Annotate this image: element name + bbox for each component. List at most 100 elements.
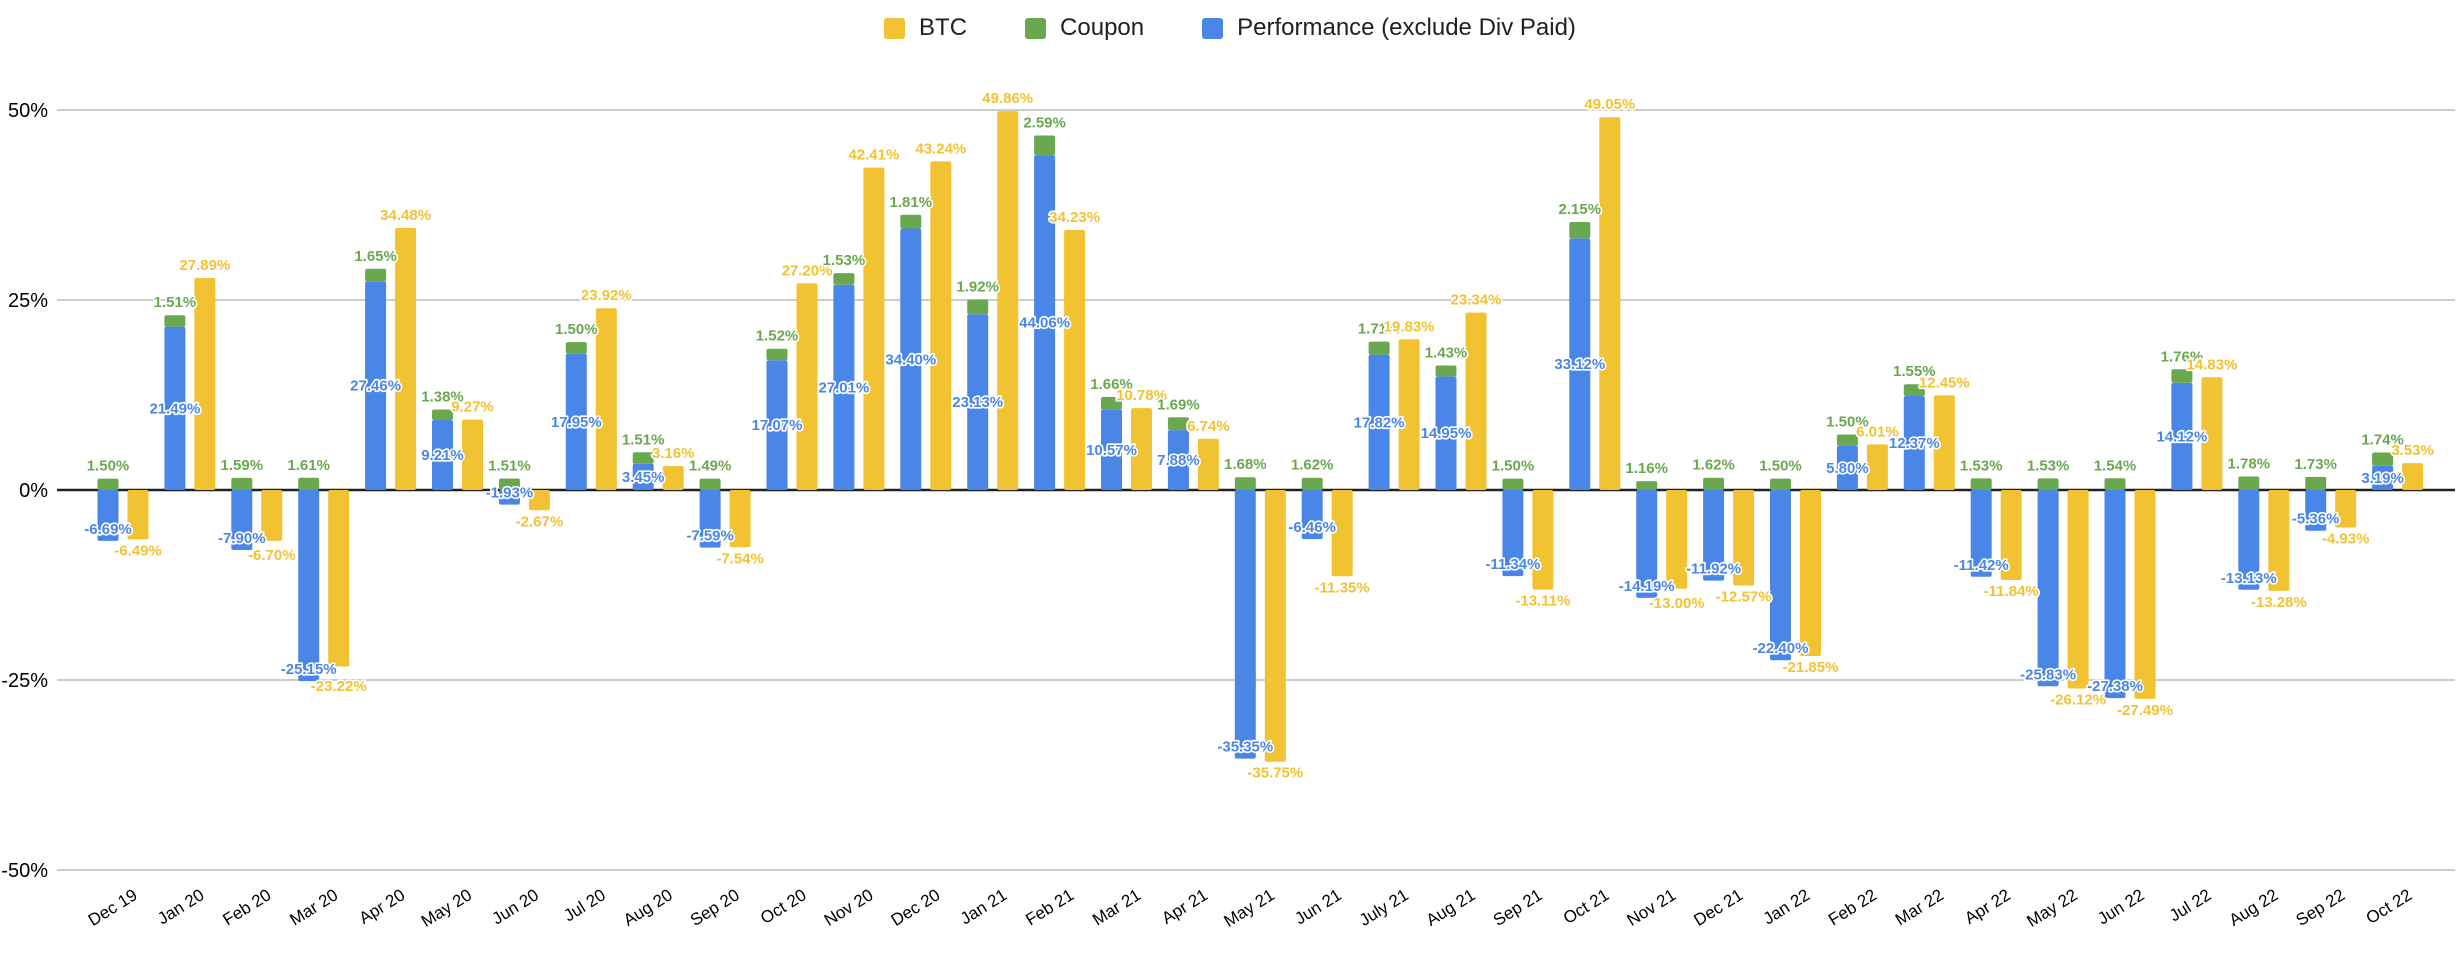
bar-coupon-aug-21[interactable] [1435, 365, 1457, 377]
bar-btc-oct-21[interactable] [1599, 117, 1621, 490]
bar-coupon-apr-21[interactable] [1167, 417, 1189, 431]
bar-btc-jul-20[interactable] [595, 308, 617, 490]
bar-btc-dec-19[interactable] [127, 490, 149, 540]
bar-performance-aug-21[interactable] [1435, 376, 1457, 490]
bar-performance-dec-20[interactable] [900, 228, 922, 490]
bar-btc-oct-22[interactable] [2402, 463, 2424, 490]
bar-coupon-oct-22[interactable] [2372, 452, 2394, 466]
legend-item-coupon[interactable]: Coupon [1025, 16, 1144, 40]
bar-coupon-dec-21[interactable] [1703, 477, 1725, 490]
bar-performance-jan-22[interactable] [1770, 490, 1791, 661]
bar-coupon-jan-22[interactable] [1770, 478, 1791, 490]
bar-btc-oct-20[interactable] [796, 283, 818, 490]
bar-performance-july-21[interactable] [1368, 354, 1390, 490]
bar-btc-sep-22[interactable] [2335, 490, 2357, 528]
bar-btc-may-20[interactable] [462, 419, 483, 490]
bar-coupon-apr-22[interactable] [1970, 478, 1992, 490]
bar-coupon-dec-19[interactable] [97, 478, 119, 490]
bar-coupon-aug-22[interactable] [2238, 476, 2260, 490]
bar-coupon-sep-20[interactable] [699, 478, 721, 490]
bar-performance-jul-20[interactable] [565, 353, 587, 490]
bar-btc-mar-22[interactable] [1933, 395, 1955, 490]
bar-performance-jun-20[interactable] [498, 490, 520, 505]
bar-btc-may-22[interactable] [2067, 490, 2089, 689]
bar-btc-mar-20[interactable] [328, 490, 350, 667]
bar-coupon-jul-20[interactable] [565, 342, 587, 354]
bar-performance-feb-22[interactable] [1836, 445, 1858, 490]
bar-coupon-jun-22[interactable] [2104, 478, 2126, 490]
bar-coupon-mar-20[interactable] [298, 477, 320, 490]
bar-performance-may-20[interactable] [432, 420, 453, 490]
bar-coupon-may-22[interactable] [2037, 478, 2059, 490]
bar-btc-mar-21[interactable] [1131, 408, 1152, 490]
bar-performance-nov-21[interactable] [1636, 490, 1658, 598]
bar-btc-dec-21[interactable] [1733, 490, 1755, 586]
bar-btc-feb-20[interactable] [261, 490, 283, 541]
bar-btc-sep-20[interactable] [729, 490, 751, 548]
bar-btc-apr-21[interactable] [1197, 438, 1219, 490]
legend-item-performance[interactable]: Performance (exclude Div Paid) [1202, 16, 1576, 40]
bar-performance-mar-20[interactable] [298, 490, 320, 682]
bar-btc-feb-22[interactable] [1866, 444, 1888, 490]
bar-btc-nov-20[interactable] [863, 167, 885, 490]
bar-btc-aug-22[interactable] [2268, 490, 2290, 591]
bar-performance-oct-21[interactable] [1569, 238, 1591, 490]
bar-btc-july-21[interactable] [1398, 339, 1420, 490]
bar-performance-sep-20[interactable] [699, 490, 721, 548]
bar-performance-sep-21[interactable] [1502, 490, 1524, 577]
bar-coupon-sep-21[interactable] [1502, 478, 1524, 490]
bar-coupon-feb-21[interactable] [1034, 135, 1056, 156]
bar-coupon-oct-20[interactable] [766, 348, 788, 361]
bar-performance-dec-21[interactable] [1703, 490, 1725, 581]
bar-performance-oct-20[interactable] [766, 360, 788, 490]
bar-coupon-jul-22[interactable] [2171, 369, 2193, 383]
bar-coupon-may-20[interactable] [432, 409, 453, 421]
bar-coupon-sep-22[interactable] [2305, 476, 2327, 490]
bar-coupon-oct-21[interactable] [1569, 221, 1591, 239]
bar-coupon-jun-20[interactable] [498, 478, 520, 490]
bar-coupon-nov-21[interactable] [1636, 481, 1658, 490]
bar-performance-dec-19[interactable] [97, 490, 119, 541]
bar-coupon-nov-20[interactable] [833, 273, 855, 285]
bar-performance-apr-20[interactable] [365, 281, 387, 490]
bar-performance-may-22[interactable] [2037, 490, 2059, 687]
bar-performance-feb-21[interactable] [1034, 155, 1056, 491]
bar-performance-may-21[interactable] [1234, 490, 1256, 759]
bar-btc-jun-22[interactable] [2134, 490, 2156, 699]
bar-btc-apr-20[interactable] [395, 227, 417, 490]
bar-btc-aug-21[interactable] [1465, 312, 1487, 490]
bar-performance-nov-20[interactable] [833, 284, 855, 490]
bar-coupon-mar-22[interactable] [1903, 384, 1925, 396]
bar-performance-mar-21[interactable] [1101, 409, 1122, 490]
bar-performance-apr-21[interactable] [1167, 430, 1189, 490]
bar-btc-dec-20[interactable] [930, 161, 952, 490]
bar-coupon-dec-20[interactable] [900, 214, 922, 229]
legend-item-btc[interactable]: BTC [884, 16, 967, 40]
bar-performance-jun-22[interactable] [2104, 490, 2126, 699]
bar-btc-aug-20[interactable] [662, 465, 684, 490]
bar-performance-apr-22[interactable] [1970, 490, 1992, 577]
bar-coupon-apr-20[interactable] [365, 268, 387, 282]
bar-performance-oct-22[interactable] [2372, 465, 2394, 490]
bar-performance-feb-20[interactable] [231, 490, 253, 551]
bar-btc-jun-21[interactable] [1331, 490, 1353, 577]
bar-btc-may-21[interactable] [1264, 490, 1286, 762]
bar-btc-sep-21[interactable] [1532, 490, 1554, 590]
bar-coupon-feb-22[interactable] [1836, 434, 1858, 446]
bar-performance-sep-22[interactable] [2305, 490, 2327, 531]
bar-coupon-jun-21[interactable] [1301, 477, 1323, 490]
bar-performance-jun-21[interactable] [1301, 490, 1323, 540]
bar-performance-aug-20[interactable] [632, 463, 654, 490]
bar-btc-jan-21[interactable] [997, 111, 1019, 491]
bar-coupon-feb-20[interactable] [231, 477, 253, 490]
bar-coupon-july-21[interactable] [1368, 341, 1390, 355]
bar-btc-nov-21[interactable] [1666, 490, 1688, 589]
bar-coupon-mar-21[interactable] [1101, 397, 1122, 410]
bar-coupon-jan-20[interactable] [164, 315, 186, 327]
bar-btc-apr-22[interactable] [2000, 490, 2022, 580]
bar-btc-jan-22[interactable] [1800, 490, 1821, 657]
bar-performance-jan-20[interactable] [164, 326, 186, 490]
bar-performance-mar-22[interactable] [1903, 395, 1925, 490]
bar-performance-jul-22[interactable] [2171, 382, 2193, 490]
bar-btc-jan-20[interactable] [194, 278, 216, 490]
